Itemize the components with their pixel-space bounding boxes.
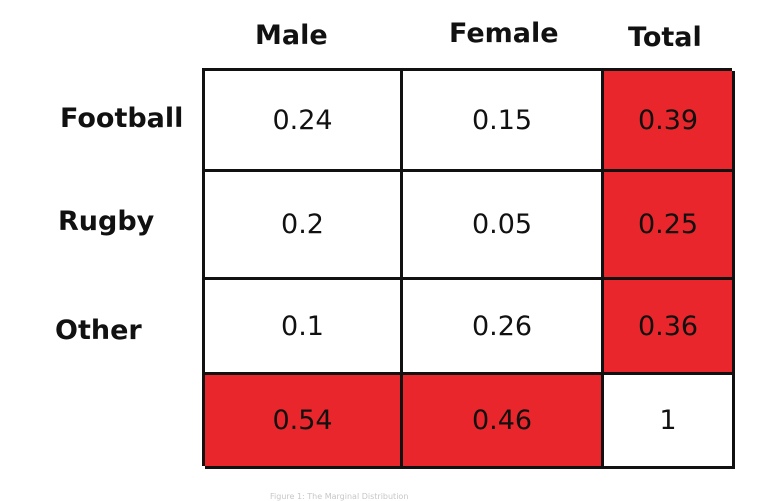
- cell-value: 0.26: [471, 310, 533, 342]
- cell-grand-total: 1: [604, 375, 735, 469]
- cell-totals-male: 0.54: [205, 375, 403, 469]
- cell-rugby-male: 0.2: [205, 172, 403, 280]
- cell-football-male: 0.24: [205, 71, 403, 172]
- cell-other-female: 0.26: [403, 280, 604, 375]
- cell-value: 0.1: [281, 310, 324, 342]
- cell-football-female: 0.15: [403, 71, 604, 172]
- cell-rugby-female: 0.05: [403, 172, 604, 280]
- row-header-football: Football: [60, 103, 184, 134]
- figure-caption: Figure 1: The Marginal Distribution: [270, 492, 409, 501]
- cell-rugby-total: 0.25: [604, 172, 735, 280]
- cell-value: 1: [659, 405, 677, 436]
- cell-value: 0.46: [471, 405, 533, 436]
- probability-table: 0.24 0.15 0.39 0.2 0.05 0.25 0.1 0.26 0.…: [202, 68, 735, 469]
- row-header-rugby: Rugby: [58, 206, 155, 237]
- cell-value: 0.39: [637, 104, 699, 136]
- column-header-male: Male: [255, 20, 328, 51]
- row-header-other: Other: [55, 315, 142, 346]
- cell-other-total: 0.36: [604, 280, 735, 375]
- cell-value: 0.25: [637, 209, 699, 240]
- cell-other-male: 0.1: [205, 280, 403, 375]
- cell-value: 0.54: [272, 405, 333, 436]
- cell-value: 0.24: [272, 104, 333, 136]
- cell-football-total: 0.39: [604, 71, 735, 172]
- cell-value: 0.15: [471, 104, 533, 136]
- column-header-female: Female: [449, 18, 559, 49]
- cell-value: 0.05: [471, 209, 533, 240]
- cell-value: 0.2: [281, 209, 324, 240]
- cell-value: 0.36: [637, 310, 699, 342]
- cell-totals-female: 0.46: [403, 375, 604, 469]
- column-header-total: Total: [628, 22, 702, 53]
